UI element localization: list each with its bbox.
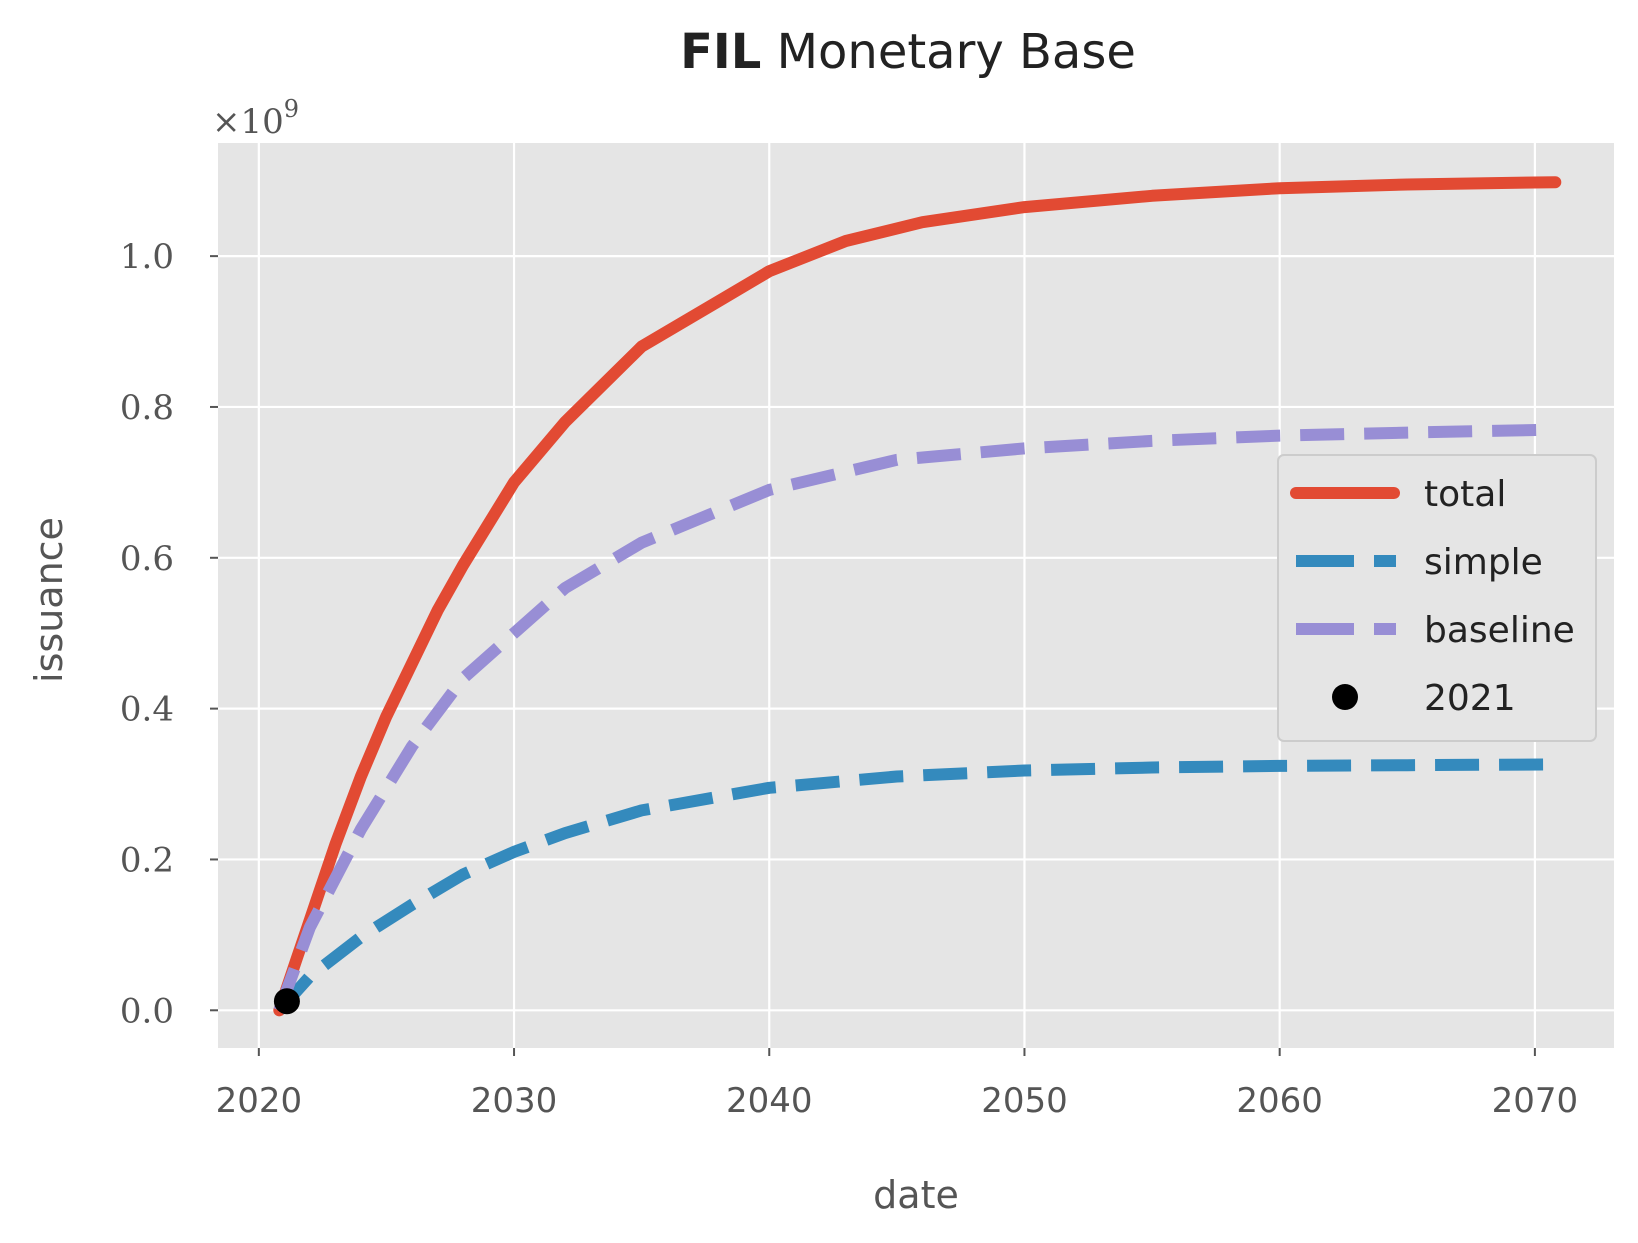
series-layer — [273, 176, 1562, 1017]
x-tick-labels: 2020 2030 2040 2050 2060 2070 — [216, 1048, 1579, 1121]
legend-label-simple: simple — [1424, 542, 1543, 583]
x-tick-label: 2040 — [726, 1081, 813, 1121]
x-tick-label: 2070 — [1492, 1081, 1579, 1121]
legend-label-total: total — [1424, 474, 1506, 515]
y-tick-label: 0.0 — [120, 991, 174, 1031]
x-tick-label: 2030 — [471, 1081, 558, 1121]
legend: total simple baseline 2021 — [1277, 454, 1597, 742]
chart-title-rest: Monetary Base — [761, 24, 1136, 80]
y-tick-label: 0.4 — [120, 690, 174, 730]
marker-layer — [273, 988, 300, 1015]
y-tick-label: 0.8 — [120, 388, 174, 428]
y-axis-label: issuance — [27, 517, 71, 683]
chart-title: FIL Monetary Base — [680, 24, 1136, 80]
series-line-baseline — [273, 423, 1556, 1013]
x-tick-label: 2050 — [981, 1081, 1068, 1121]
series-line-total — [273, 176, 1562, 1017]
marker-2021 — [273, 988, 300, 1015]
y-tick-labels: 0.0 0.2 0.4 0.6 0.8 1.0 — [120, 237, 218, 1031]
y-multiplier-base: ×10 — [212, 102, 284, 142]
chart-title-bold: FIL — [680, 24, 761, 80]
x-tick-label: 2020 — [216, 1081, 303, 1121]
legend-frame — [1277, 454, 1597, 742]
y-tick-label: 0.6 — [120, 539, 174, 579]
x-axis-label: date — [873, 1173, 959, 1217]
y-tick-label: 1.0 — [120, 237, 174, 277]
y-multiplier-exponent: 9 — [284, 95, 299, 123]
y-tick-label: 0.2 — [120, 840, 174, 880]
series-line-simple — [274, 758, 1556, 1015]
y-multiplier: ×109 — [212, 95, 299, 142]
legend-swatch-2021 — [1332, 684, 1358, 710]
x-tick-label: 2060 — [1236, 1081, 1323, 1121]
legend-label-2021: 2021 — [1424, 678, 1516, 719]
legend-label-baseline: baseline — [1424, 610, 1575, 651]
